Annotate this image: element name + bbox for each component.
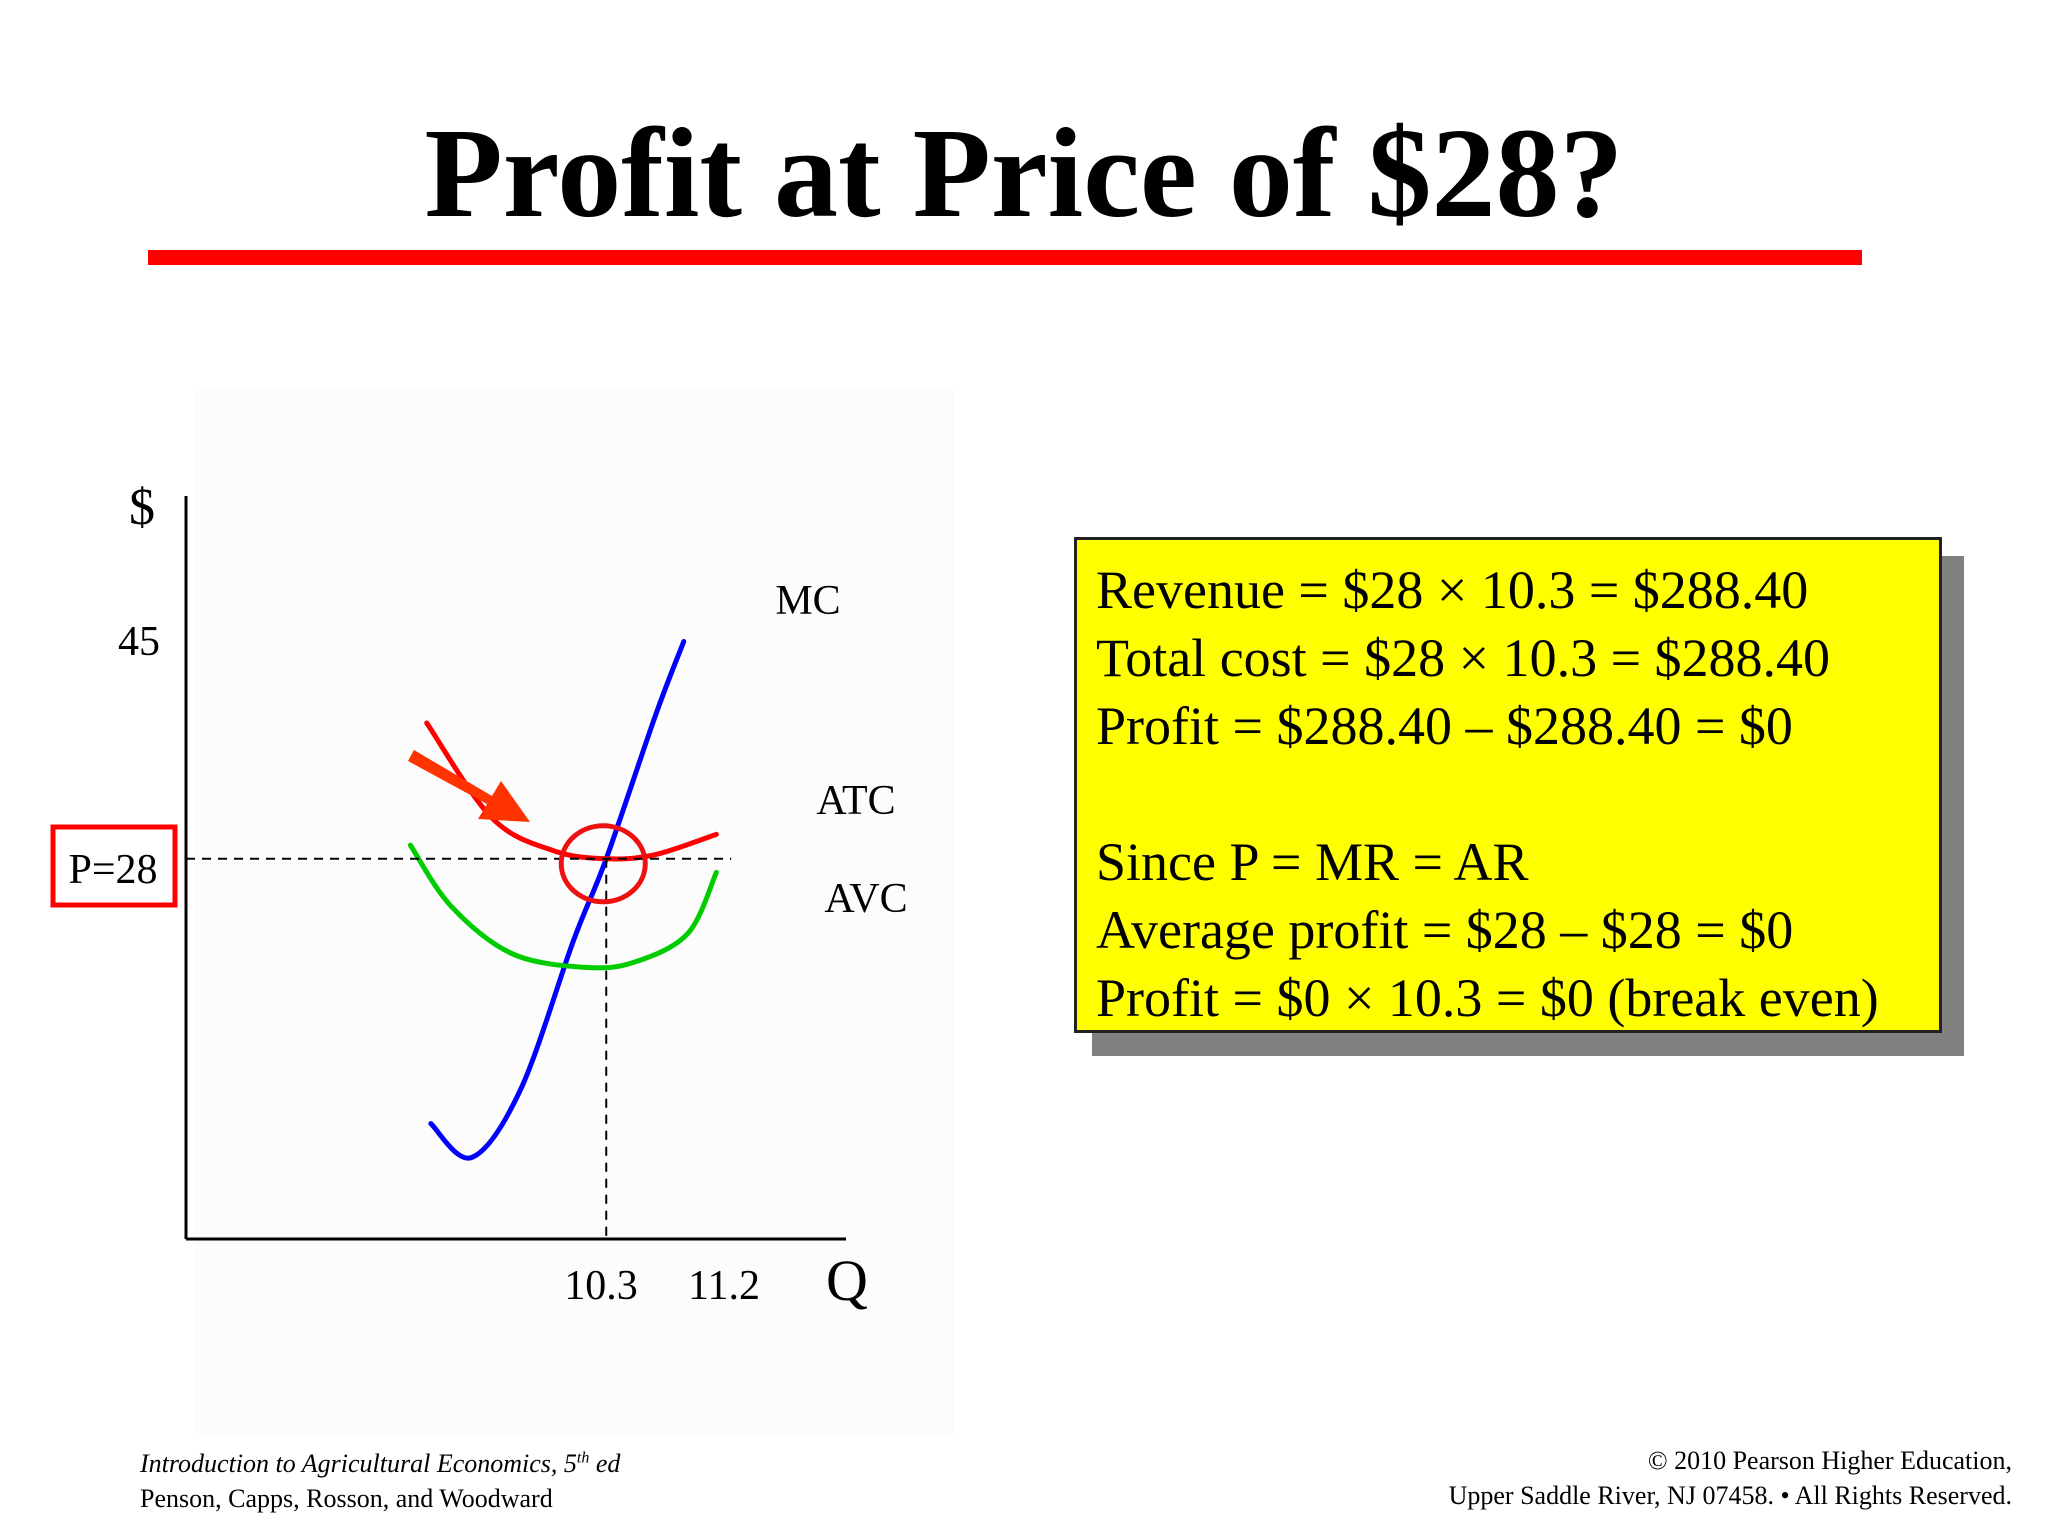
spacer [1096,760,1939,828]
x-axis-label: Q [826,1248,868,1313]
price-label-box [50,824,178,908]
calculation-box: Revenue = $28 × 10.3 = $288.40 Total cos… [1074,537,1942,1033]
x-tick-label: 10.3 [564,1263,638,1309]
footer-copyright: © 2010 Pearson Higher Education, Upper S… [1449,1443,2012,1513]
y-axis-label: $ [129,479,155,536]
curve-mc [428,638,687,1161]
copyright-line-1: © 2010 Pearson Higher Education, [1647,1446,2012,1475]
break-even-line: Profit = $0 × 10.3 = $0 (break even) [1096,968,1879,1028]
x-tick-label: 11.2 [688,1263,760,1309]
series-label-avc: AVC [824,876,907,922]
series-label-atc: ATC [816,778,895,824]
pointer-arrow-icon [408,750,530,822]
footer-citation: Introduction to Agricultural Economics, … [140,1446,620,1516]
price-label: P=28 [68,847,157,893]
total-cost-line: Total cost = $28 × 10.3 = $288.40 [1096,628,1831,688]
book-title: Introduction to Agricultural Economics, … [140,1449,621,1478]
revenue-line: Revenue = $28 × 10.3 = $288.40 [1096,560,1809,620]
title-rule [148,250,1862,265]
curve-avc [407,842,719,971]
copyright-line-2: Upper Saddle River, NJ 07458. • All Righ… [1448,1481,2012,1510]
series-label-mc: MC [775,578,840,624]
profit-line: Profit = $288.40 – $288.40 = $0 [1096,696,1793,756]
slide-title: Profit at Price of $28? [424,102,1624,244]
average-profit-line: Average profit = $28 – $28 = $0 [1096,900,1794,960]
book-authors: Penson, Capps, Rosson, and Woodward [140,1484,553,1513]
price-equality-line: Since P = MR = AR [1096,832,1529,892]
break-even-circle [558,823,648,905]
y-tick-label: 45 [118,619,160,665]
chart-background [194,390,954,1438]
